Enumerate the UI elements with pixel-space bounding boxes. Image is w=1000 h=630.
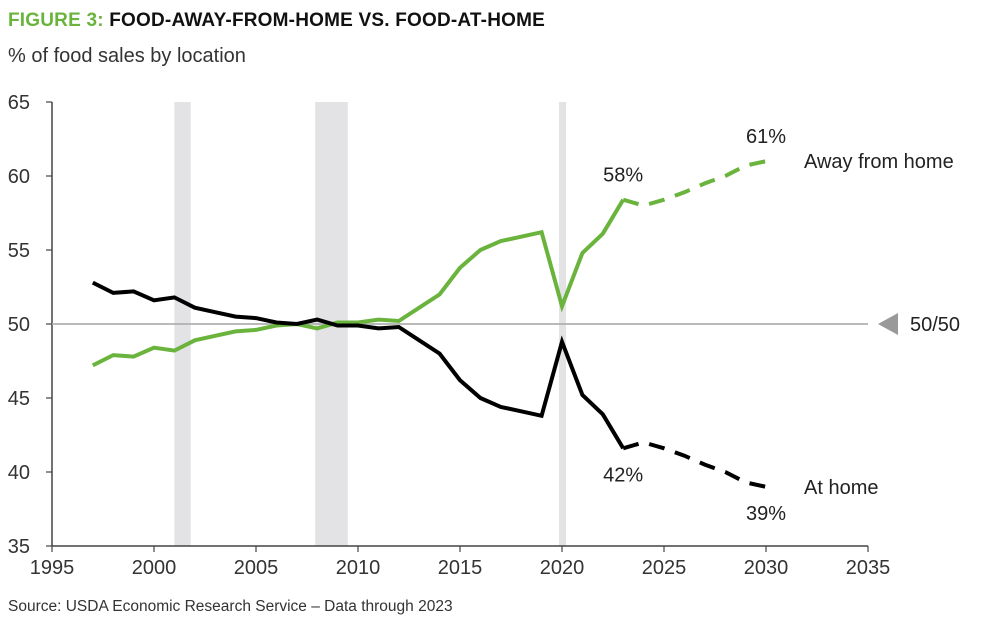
source-note: Source: USDA Economic Research Service –… [8, 598, 453, 615]
data-label-at-home: 39% [746, 503, 786, 525]
series-label-at-home: At home [804, 477, 878, 499]
x-tick-label: 2005 [234, 557, 279, 579]
figure-label: FIGURE 3: [8, 10, 104, 31]
chart-title-text: FOOD-AWAY-FROM-HOME VS. FOOD-AT-HOME [109, 10, 545, 31]
y-tick-label: 60 [8, 166, 30, 188]
y-tick-label: 50 [8, 314, 30, 336]
reference-marker-icon [878, 313, 898, 335]
series-line-at-home [91, 280, 625, 450]
y-tick-label: 55 [8, 240, 30, 262]
series-line-away-from-home [91, 198, 625, 368]
y-tick-label: 45 [8, 388, 30, 410]
x-tick-label: 2015 [438, 557, 483, 579]
y-tick-label: 35 [8, 536, 30, 558]
x-tick-label: 2030 [744, 557, 789, 579]
x-tick-label: 2020 [540, 557, 585, 579]
x-tick-label: 2010 [336, 557, 381, 579]
x-tick-label: 2000 [132, 557, 177, 579]
chart-subtitle: % of food sales by location [8, 45, 246, 67]
reference-label: 50/50 [910, 314, 960, 336]
series-projection-at-home [622, 440, 767, 489]
series-projection-away-from-home [622, 159, 767, 208]
x-tick-label: 2035 [846, 557, 891, 579]
y-tick-label: 40 [8, 462, 30, 484]
data-label-away-from-home: 61% [746, 126, 786, 148]
data-label-away-from-home: 58% [603, 165, 643, 187]
data-label-at-home: 42% [603, 464, 643, 486]
y-tick-label: 65 [8, 92, 30, 114]
x-tick-label: 1995 [30, 557, 75, 579]
x-tick-label: 2025 [642, 557, 687, 579]
series-label-away-from-home: Away from home [804, 151, 954, 173]
chart-title: FIGURE 3: FOOD-AWAY-FROM-HOME VS. FOOD-A… [8, 10, 545, 32]
